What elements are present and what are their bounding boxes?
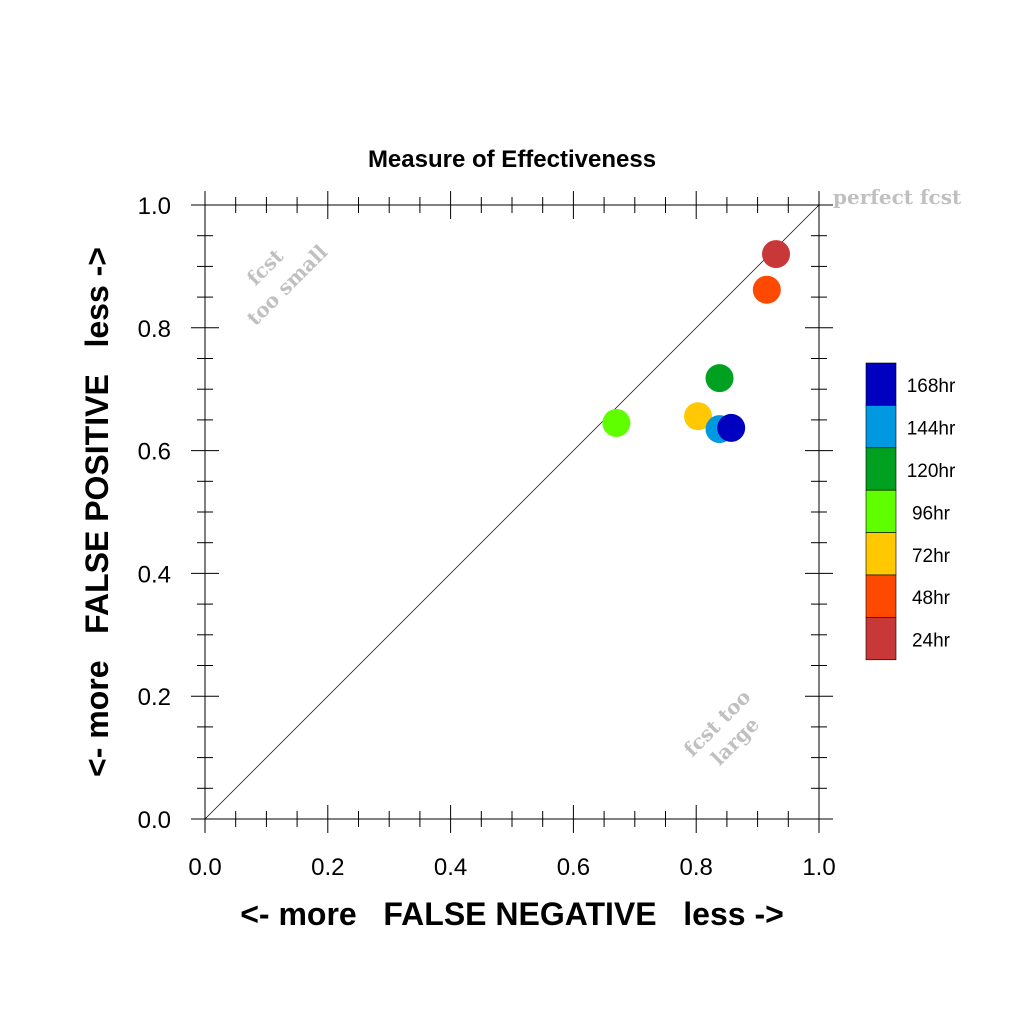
axis-ticks	[191, 191, 833, 833]
legend-swatch-168hr	[865, 362, 897, 406]
point-24hr	[762, 240, 791, 269]
reference-diagonal	[204, 204, 820, 820]
x-tick-label: 0.8	[680, 854, 713, 881]
y-tick-label: 0.4	[138, 561, 171, 588]
legend-swatch-24hr	[865, 617, 897, 661]
y-tick-label: 1.0	[138, 193, 171, 220]
y-tick-label: 0.8	[138, 316, 171, 343]
x-tick-label: 0.6	[557, 854, 590, 881]
x-axis-label: <- more FALSE NEGATIVE less ->	[240, 896, 784, 932]
x-tick-label: 0.2	[311, 854, 344, 881]
x-tick-label: 0.4	[434, 854, 467, 881]
legend-label-72hr: 72hr	[912, 546, 951, 567]
legend-label-168hr: 168hr	[907, 376, 956, 397]
chart-title: Measure of Effectiveness	[368, 146, 656, 173]
y-tick-label: 0.6	[138, 439, 171, 466]
annotations: perfect fcst fcst too small fcst too lar…	[242, 185, 962, 770]
y-axis-label: <- more FALSE POSITIVE less ->	[79, 247, 115, 777]
y-tick-label: 0.0	[138, 807, 171, 834]
point-72hr	[684, 402, 713, 431]
point-48hr	[752, 275, 781, 304]
legend-label-48hr: 48hr	[912, 588, 951, 609]
data-points	[602, 240, 791, 444]
legend-label-96hr: 96hr	[912, 503, 951, 524]
legend-swatch-144hr	[865, 405, 897, 449]
legend-label-24hr: 24hr	[912, 631, 951, 652]
point-120hr	[705, 364, 734, 393]
legend-label-120hr: 120hr	[907, 461, 956, 482]
y-tick-label: 0.2	[138, 684, 171, 711]
legend-label-144hr: 144hr	[907, 419, 956, 440]
tick-labels: 0.0 0.2 0.4 0.6 0.8 1.0 0.0 0.2 0.4 0.6 0.8 1.0	[138, 193, 836, 881]
point-168hr	[717, 413, 746, 442]
point-96hr	[602, 408, 631, 437]
perfect-fcst-label: perfect fcst	[833, 185, 962, 209]
legend-swatch-120hr	[865, 447, 897, 491]
legend-swatch-48hr	[865, 574, 897, 618]
legend-swatch-72hr	[865, 532, 897, 576]
x-tick-label: 0.0	[188, 854, 221, 881]
x-tick-label: 1.0	[802, 854, 835, 881]
legend: 168hr 144hr 120hr 96hr 72hr 48hr 24hr	[865, 362, 956, 661]
legend-swatch-96hr	[865, 489, 897, 533]
